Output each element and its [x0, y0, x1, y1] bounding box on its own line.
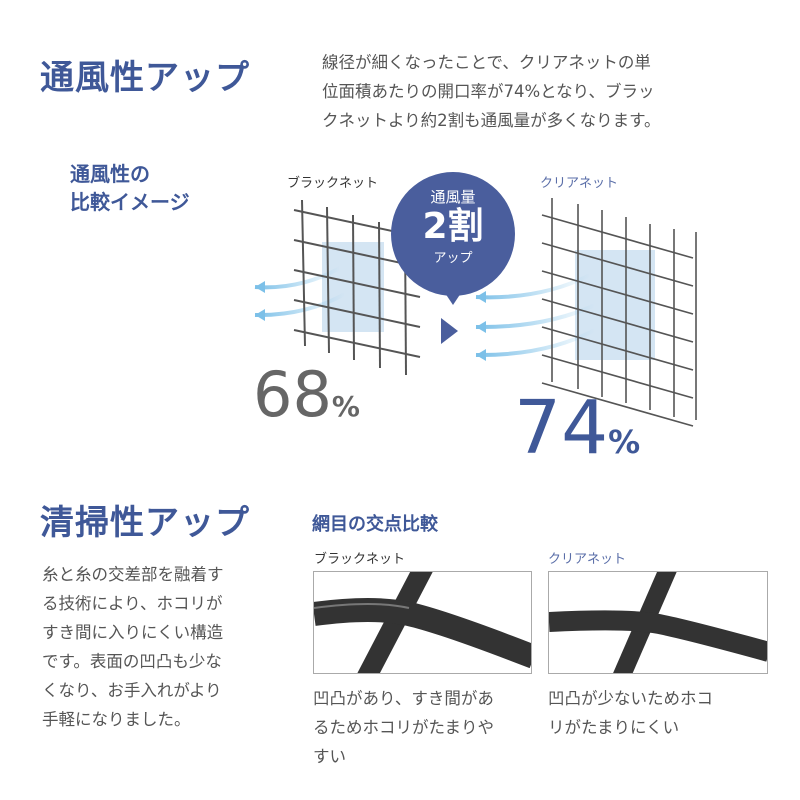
text-line: すい: [313, 747, 346, 766]
airflow-badge: 通風量 2割 アップ: [391, 172, 515, 296]
net-strand: [352, 214, 355, 361]
net-strand: [541, 298, 694, 343]
intersection-heading: 網目の交点比較: [312, 514, 438, 535]
clear-ratio-value: 74: [514, 385, 609, 471]
text-line: 凹凸があり、すき間があ: [313, 689, 494, 708]
text-line: 位面積あたりの開口率が74%となり、ブラッ: [322, 82, 655, 101]
net-strand: [541, 382, 694, 427]
net-strand: [541, 214, 694, 259]
badge-main: 2割: [422, 206, 484, 247]
arrow-right-icon: [441, 318, 458, 344]
net-strand: [541, 270, 694, 315]
black-net-label: ブラックネット: [314, 552, 406, 567]
text-line: るためホコリがたまりや: [313, 718, 495, 737]
net-strand: [293, 269, 421, 298]
black-net-caption: 凹凸があり、すき間があ るためホコリがたまりや すい: [313, 684, 494, 771]
text-line: 凹凸が少ないためホコ: [548, 689, 713, 708]
text-line: です。表面の凹凸も少な: [42, 652, 222, 671]
net-strand: [326, 206, 330, 354]
clear-net-grid: [475, 198, 697, 427]
net-strand: [293, 299, 421, 328]
black-ratio: 68%: [253, 358, 360, 431]
text-line: リがたまりにくい: [548, 718, 680, 737]
badge-top: 通風量: [430, 188, 476, 206]
net-strand: [541, 242, 694, 287]
clear-net-label: クリアネット: [548, 552, 627, 567]
clear-net-caption: 凹凸が少ないためホコ リがたまりにくい: [548, 684, 713, 742]
cleaning-description: 糸と糸の交差部を融着す る技術により、ホコリが すき間に入りにくい構造 です。表…: [42, 560, 224, 734]
clear-net-label: クリアネット: [540, 176, 619, 191]
text-line: る技術により、ホコリが: [42, 594, 223, 613]
net-strand: [541, 354, 694, 399]
text-line: 線径が細くなったことで、クリアネットの単: [322, 53, 651, 72]
text-line: 手軽になりました。: [42, 710, 191, 729]
percent-sign: %: [331, 390, 360, 423]
net-strand: [293, 329, 421, 358]
black-net-closeup: [313, 571, 532, 674]
text-line: クネットより約2割も通風量が多くなります。: [322, 111, 661, 130]
ventilation-title: 通風性アップ: [40, 58, 250, 98]
net-strand: [541, 326, 694, 371]
text-line: 糸と糸の交差部を融着す: [42, 565, 224, 584]
black-net-label: ブラックネット: [287, 176, 379, 191]
cleaning-title: 清掃性アップ: [40, 503, 250, 543]
black-ratio-value: 68: [253, 358, 332, 431]
comparison-heading: 通風性の 比較イメージ: [70, 160, 190, 216]
text-line: くなり、お手入れがより: [42, 681, 222, 700]
text-line: すき間に入りにくい構造: [42, 623, 224, 642]
ventilation-description: 線径が細くなったことで、クリアネットの単 位面積あたりの開口率が74%となり、ブ…: [322, 48, 782, 135]
net-strand: [378, 221, 381, 369]
text-line: 通風性の: [70, 162, 150, 186]
text-line: 比較イメージ: [70, 190, 190, 214]
badge-bottom: アップ: [433, 251, 473, 266]
percent-sign: %: [608, 423, 641, 461]
clear-ratio: 74%: [514, 385, 640, 471]
clear-net-closeup: [548, 571, 768, 674]
